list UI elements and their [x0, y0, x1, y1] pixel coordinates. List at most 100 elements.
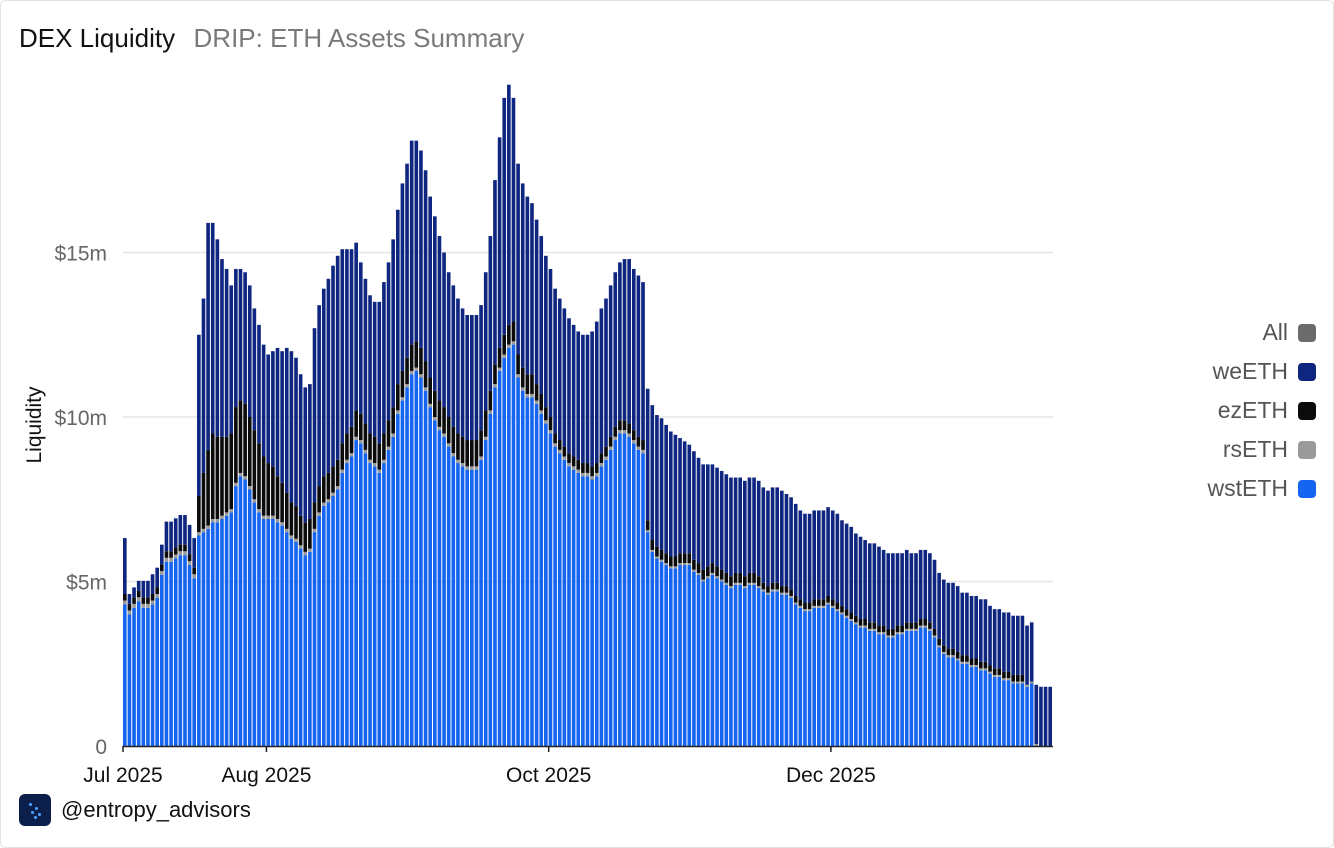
- bar-rseth[interactable]: [289, 535, 294, 539]
- bar-rseth[interactable]: [132, 603, 136, 608]
- bar-rseth[interactable]: [798, 605, 803, 608]
- bar-weeth[interactable]: [835, 513, 840, 603]
- bar-wsteth[interactable]: [585, 476, 590, 746]
- bar-weeth[interactable]: [863, 540, 867, 620]
- bar-wsteth[interactable]: [918, 627, 923, 746]
- bar-rseth[interactable]: [141, 603, 146, 608]
- bar-rseth[interactable]: [530, 393, 534, 398]
- bar-wsteth[interactable]: [247, 489, 252, 746]
- bar-wsteth[interactable]: [650, 551, 655, 746]
- bar-weeth[interactable]: [382, 282, 386, 434]
- bar-wsteth[interactable]: [284, 532, 289, 746]
- bar-weeth[interactable]: [345, 249, 349, 434]
- bar-ezeth[interactable]: [534, 384, 539, 401]
- bar-weeth[interactable]: [312, 328, 317, 503]
- bar-wsteth[interactable]: [173, 558, 178, 746]
- bar-wsteth[interactable]: [201, 532, 206, 746]
- bar-wsteth[interactable]: [395, 413, 400, 746]
- bar-wsteth[interactable]: [372, 466, 377, 746]
- bar-weeth[interactable]: [668, 431, 673, 557]
- bar-wsteth[interactable]: [687, 565, 692, 746]
- bar-wsteth[interactable]: [983, 670, 988, 746]
- bar-rseth[interactable]: [946, 655, 951, 658]
- bar-rseth[interactable]: [673, 566, 678, 569]
- bar-weeth[interactable]: [534, 219, 539, 385]
- bar-weeth[interactable]: [590, 331, 594, 467]
- bar-weeth[interactable]: [761, 487, 766, 583]
- bar-ezeth[interactable]: [275, 476, 280, 519]
- bar-weeth[interactable]: [946, 582, 951, 649]
- bar-wsteth[interactable]: [465, 469, 470, 746]
- bar-weeth[interactable]: [405, 163, 409, 358]
- bar-weeth[interactable]: [872, 543, 877, 623]
- bar-wsteth[interactable]: [220, 518, 224, 746]
- bar-wsteth[interactable]: [414, 370, 419, 746]
- bar-rseth[interactable]: [821, 605, 826, 608]
- bar-ezeth[interactable]: [849, 612, 854, 620]
- bar-weeth[interactable]: [622, 259, 627, 421]
- bar-weeth[interactable]: [955, 586, 960, 652]
- bar-ezeth[interactable]: [400, 370, 405, 398]
- bar-wsteth[interactable]: [969, 667, 974, 746]
- bar-weeth[interactable]: [465, 315, 470, 441]
- bar-weeth[interactable]: [664, 424, 668, 554]
- bar-wsteth[interactable]: [428, 407, 432, 746]
- bar-weeth[interactable]: [886, 553, 891, 629]
- bar-rseth[interactable]: [863, 625, 867, 628]
- bar-weeth[interactable]: [636, 275, 641, 437]
- bar-wsteth[interactable]: [965, 663, 969, 746]
- bar-rseth[interactable]: [590, 476, 594, 480]
- bar-rseth[interactable]: [793, 602, 798, 605]
- bar-rseth[interactable]: [405, 384, 409, 388]
- bar-weeth[interactable]: [437, 236, 442, 401]
- bar-rseth[interactable]: [206, 525, 210, 529]
- bar-ezeth[interactable]: [321, 476, 326, 503]
- bar-ezeth[interactable]: [335, 459, 340, 487]
- bar-rseth[interactable]: [766, 592, 770, 595]
- bar-rseth[interactable]: [997, 674, 1002, 677]
- bar-rseth[interactable]: [173, 554, 178, 559]
- bar-ezeth[interactable]: [1006, 671, 1011, 679]
- bar-wsteth[interactable]: [340, 472, 345, 746]
- bar-weeth[interactable]: [308, 384, 312, 519]
- bar-rseth[interactable]: [271, 515, 275, 519]
- bar-rseth[interactable]: [983, 668, 988, 671]
- bar-rseth[interactable]: [294, 538, 298, 543]
- bar-ezeth[interactable]: [622, 420, 627, 431]
- bar-wsteth[interactable]: [932, 637, 937, 746]
- bar-wsteth[interactable]: [345, 463, 349, 746]
- bar-wsteth[interactable]: [743, 588, 747, 746]
- bar-ezeth[interactable]: [173, 547, 178, 555]
- bar-ezeth[interactable]: [682, 553, 687, 564]
- bar-rseth[interactable]: [937, 645, 941, 648]
- bar-weeth[interactable]: [932, 559, 937, 629]
- bar-wsteth[interactable]: [136, 601, 141, 746]
- bar-wsteth[interactable]: [317, 515, 321, 746]
- bar-weeth[interactable]: [918, 549, 923, 620]
- bar-wsteth[interactable]: [368, 463, 372, 746]
- bar-wsteth[interactable]: [127, 614, 132, 746]
- bar-ezeth[interactable]: [525, 374, 530, 394]
- bar-ezeth[interactable]: [941, 645, 946, 652]
- bar-rseth[interactable]: [224, 512, 229, 516]
- bar-wsteth[interactable]: [446, 446, 451, 746]
- bar-weeth[interactable]: [243, 272, 247, 404]
- bar-ezeth[interactable]: [817, 599, 821, 606]
- bar-weeth[interactable]: [983, 599, 988, 662]
- bar-weeth[interactable]: [705, 464, 710, 567]
- bar-wsteth[interactable]: [1006, 680, 1011, 746]
- bar-wsteth[interactable]: [294, 542, 298, 746]
- bar-weeth[interactable]: [576, 331, 581, 460]
- bar-weeth[interactable]: [354, 242, 358, 411]
- bar-weeth[interactable]: [687, 444, 692, 554]
- bar-weeth[interactable]: [775, 487, 780, 583]
- bar-weeth[interactable]: [1043, 686, 1048, 746]
- bar-wsteth[interactable]: [668, 568, 673, 746]
- bar-ezeth[interactable]: [571, 456, 576, 467]
- bar-ezeth[interactable]: [733, 572, 738, 583]
- bar-ezeth[interactable]: [877, 625, 881, 633]
- bar-wsteth[interactable]: [840, 614, 844, 746]
- legend-item-weeth[interactable]: weETH: [1208, 352, 1316, 391]
- bar-wsteth[interactable]: [192, 578, 197, 746]
- bar-wsteth[interactable]: [1025, 686, 1029, 746]
